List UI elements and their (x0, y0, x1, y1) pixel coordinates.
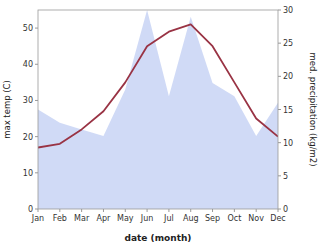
x-tick-label: Jul (163, 214, 174, 223)
chart: 0 10 20 30 40 50 0 5 10 15 20 25 30 Jan Feb Mar Apr May Ju… (0, 0, 318, 247)
y-tick (35, 136, 38, 137)
y-tick-label: 10 (23, 169, 33, 178)
x-tick (81, 209, 82, 212)
x-tick-label: Aug (183, 214, 199, 223)
x-tick (190, 209, 191, 212)
y2-tick (278, 43, 281, 44)
x-tick (256, 209, 257, 212)
temp-line (38, 24, 278, 147)
x-tick-label: Apr (97, 214, 112, 223)
x-tick-label: May (117, 214, 134, 223)
y2-tick-label: 0 (283, 205, 288, 214)
y2-tick (278, 76, 281, 77)
y-tick (35, 172, 38, 173)
y2-tick (278, 109, 281, 110)
x-tick-label: Oct (227, 214, 241, 223)
y2-tick-label: 25 (283, 39, 293, 48)
y-tick-label: 50 (23, 24, 33, 33)
y-tick (35, 64, 38, 65)
y-tick-label: 40 (23, 60, 33, 69)
y-axis-label: max temp (C) (2, 80, 12, 139)
precip-area (38, 10, 278, 209)
x-tick (234, 209, 235, 212)
y2-tick-label: 15 (283, 106, 293, 115)
plot-area (38, 10, 278, 209)
x-tick-label: Mar (74, 214, 90, 223)
x-tick (125, 209, 126, 212)
x-tick-label: Sep (205, 214, 220, 223)
y2-tick-label: 5 (283, 172, 288, 181)
y-tick-label: 0 (28, 205, 33, 214)
x-tick-label: Dec (270, 214, 285, 223)
y2-tick (278, 142, 281, 143)
y2-tick (278, 175, 281, 176)
x-tick (59, 209, 60, 212)
x-tick-label: Nov (248, 214, 264, 223)
y2-tick-label: 10 (283, 139, 293, 148)
y2-tick (278, 10, 281, 11)
y2-tick-label: 30 (283, 6, 293, 15)
x-tick-label: Feb (53, 214, 67, 223)
y2-tick-label: 20 (283, 72, 293, 81)
x-tick (168, 209, 169, 212)
y-tick (35, 100, 38, 101)
y2-axis-label: med. precipitation (kg/m2) (308, 52, 318, 166)
y-tick (35, 28, 38, 29)
plot-frame (38, 10, 278, 209)
x-tick-label: Jun (140, 214, 154, 223)
x-axis-label: date (month) (125, 233, 192, 243)
x-tick (103, 209, 104, 212)
x-tick (38, 209, 39, 212)
x-tick-label: Jan (31, 214, 44, 223)
x-tick (147, 209, 148, 212)
x-tick (278, 209, 279, 212)
y-tick-label: 30 (23, 96, 33, 105)
x-tick (212, 209, 213, 212)
y-tick-label: 20 (23, 133, 33, 142)
